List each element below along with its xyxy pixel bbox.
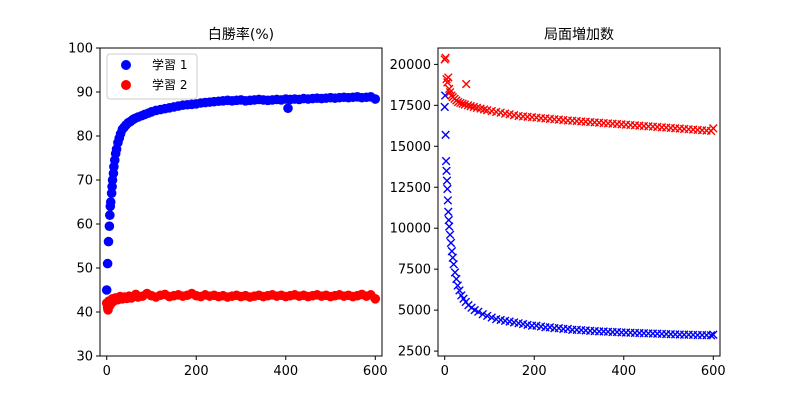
data-point [478,309,488,319]
data-point [456,98,465,108]
data-point [708,330,718,339]
data-point [105,197,116,207]
data-point [443,184,452,194]
legend: 学習 1 学習 2 [106,53,198,100]
data-point [442,176,452,185]
x-tick-label: 0 [441,364,449,379]
chart-title: 白勝率(%) [208,26,274,43]
data-point [469,102,479,112]
y-tick-label: 60 [76,218,93,233]
legend-label-series-2: 学習 2 [152,77,187,92]
series-1 [101,92,381,295]
y-tick-label: 7500 [398,263,431,278]
data-point [444,222,454,231]
data-point [446,238,456,248]
data-point [370,94,381,104]
data-point [441,53,450,63]
y-tick-label: 30 [76,350,93,365]
data-point [708,123,718,133]
y-axis-0: 30 40 50 60 70 80 90 100 [68,42,100,365]
y-tick-label: 70 [76,174,93,189]
chart-position-increase: 局面増加数 0 200 400 600 2500 5000 7500 10000 12500 1… [390,27,726,379]
data-point [466,101,475,111]
y-tick-label: 10000 [390,222,431,237]
plot-frame [99,47,383,357]
y-tick-label: 40 [76,306,93,321]
y-tick-label: 20000 [390,58,431,73]
data-point [453,281,462,290]
x-tick-label: 0 [103,364,111,379]
chart-title: 局面増加数 [544,27,614,43]
data-point [450,268,460,277]
x-tick-label: 600 [701,364,726,379]
y-tick-label: 12500 [390,181,431,196]
data-point [283,103,293,114]
data-point [440,91,450,100]
series-2 [440,53,718,136]
x-tick-label: 400 [273,364,298,379]
data-point [444,215,454,225]
data-point [473,307,483,317]
legend-marker-series-1 [121,60,131,70]
chart-win-rate: 白勝率(%) 0 200 400 600 30 40 50 60 70 80 90 100 学習 1… [68,26,388,379]
data-point [479,105,489,114]
series-2 [101,288,381,315]
legend-label-series-1: 学習 1 [152,57,187,72]
data-point [455,286,464,295]
data-point [441,130,450,140]
x-tick-label: 200 [184,364,209,379]
data-point [458,99,467,108]
data-point [440,102,450,112]
y-tick-label: 2500 [398,345,431,360]
y-tick-label: 17500 [390,99,431,114]
x-tick-label: 600 [363,364,388,379]
y-axis-1: 2500 5000 7500 10000 12500 15000 17500 20000 [390,58,438,360]
y-tick-label: 100 [68,42,93,57]
series-1 [440,91,718,340]
data-point [452,274,461,284]
data-point [487,313,497,322]
y-tick-label: 5000 [398,304,431,319]
x-tick-label: 200 [522,364,547,379]
x-axis-1: 0 200 400 600 [441,356,726,379]
plot-area-1 [440,53,718,340]
data-point [104,221,115,231]
data-point [101,285,112,295]
data-point [105,210,115,220]
plot-frame [437,47,721,357]
data-point [482,311,492,321]
x-tick-label: 400 [611,364,636,379]
data-point [102,258,113,269]
data-point [370,294,381,304]
y-tick-label: 15000 [390,140,431,155]
data-point [444,207,453,217]
y-tick-label: 50 [76,262,93,277]
data-point [442,166,451,176]
data-point [103,236,114,247]
y-tick-label: 90 [76,86,93,101]
legend-marker-series-2 [121,80,131,90]
data-point [461,79,471,89]
y-tick-label: 80 [76,130,93,145]
data-point [445,230,455,240]
data-point [441,156,451,166]
data-point [453,97,463,107]
data-point [449,259,458,269]
x-axis-0: 0 200 400 600 [103,356,388,379]
data-point [443,196,453,205]
plot-area-0 [101,92,381,315]
data-point [706,331,716,340]
data-point [444,73,453,82]
